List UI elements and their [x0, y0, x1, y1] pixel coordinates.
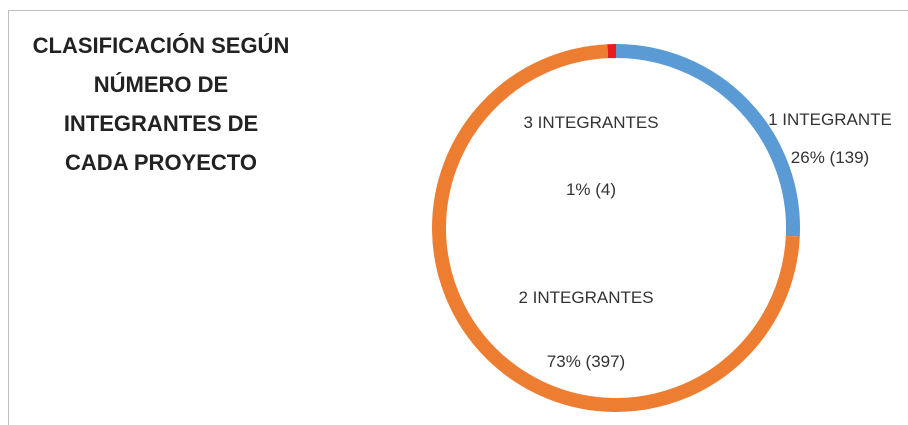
category-label: 2 INTEGRANTES — [518, 288, 654, 307]
value-label: 73% (397) — [546, 352, 626, 371]
category-label: 1 INTEGRANTE — [768, 110, 892, 129]
chart-title: CLASIFICACIÓN SEGÚN NÚMERO DE INTEGRANTE… — [32, 33, 290, 175]
donut-slice — [615, 44, 800, 237]
chart-frame — [8, 10, 908, 425]
category-label: 3 INTEGRANTES — [523, 113, 659, 132]
donut-slice — [432, 44, 800, 412]
value-label: 1% (4) — [565, 180, 617, 199]
value-label: 26% (139) — [790, 148, 870, 167]
